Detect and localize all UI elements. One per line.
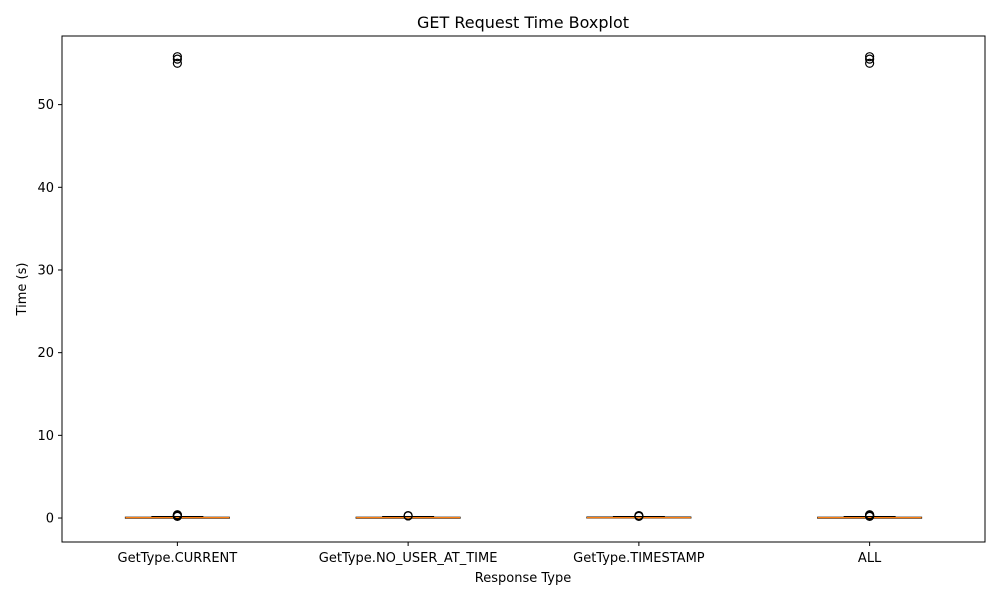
y-tick-label: 50 xyxy=(37,98,54,113)
y-tick-label: 20 xyxy=(37,346,54,361)
box-group xyxy=(355,510,461,521)
box-group xyxy=(586,510,692,521)
y-tick-label: 40 xyxy=(37,181,54,196)
x-axis: GetType.CURRENT GetType.NO_USER_AT_TIME Ge… xyxy=(118,542,882,566)
plot-area xyxy=(61,35,986,543)
outlier-point xyxy=(403,510,413,521)
y-tick-label: 10 xyxy=(37,429,54,444)
y-axis: 0 10 20 30 40 50 xyxy=(37,98,62,527)
x-tick-label: GetType.NO_USER_AT_TIME xyxy=(319,551,498,566)
x-axis-label: Response Type xyxy=(475,571,571,586)
outlier-point xyxy=(172,54,182,64)
outlier-point xyxy=(172,510,182,520)
outlier-point xyxy=(865,54,875,64)
outlier-point xyxy=(172,58,182,68)
x-tick-label: GetType.TIMESTAMP xyxy=(573,551,705,566)
y-tick-label: 0 xyxy=(46,512,54,527)
outlier-point xyxy=(865,58,875,68)
outlier-point xyxy=(634,510,644,521)
x-tick-label: ALL xyxy=(858,551,882,566)
x-tick-label: GetType.CURRENT xyxy=(118,551,238,566)
box-group xyxy=(817,52,923,521)
chart-title: GET Request Time Boxplot xyxy=(417,13,629,32)
y-axis-label: Time (s) xyxy=(15,263,30,317)
outlier-point xyxy=(172,52,182,62)
outlier-point xyxy=(865,52,875,62)
outlier-point xyxy=(865,510,875,520)
box-group xyxy=(124,52,230,521)
boxes-layer xyxy=(124,52,923,521)
y-tick-label: 30 xyxy=(37,263,54,278)
